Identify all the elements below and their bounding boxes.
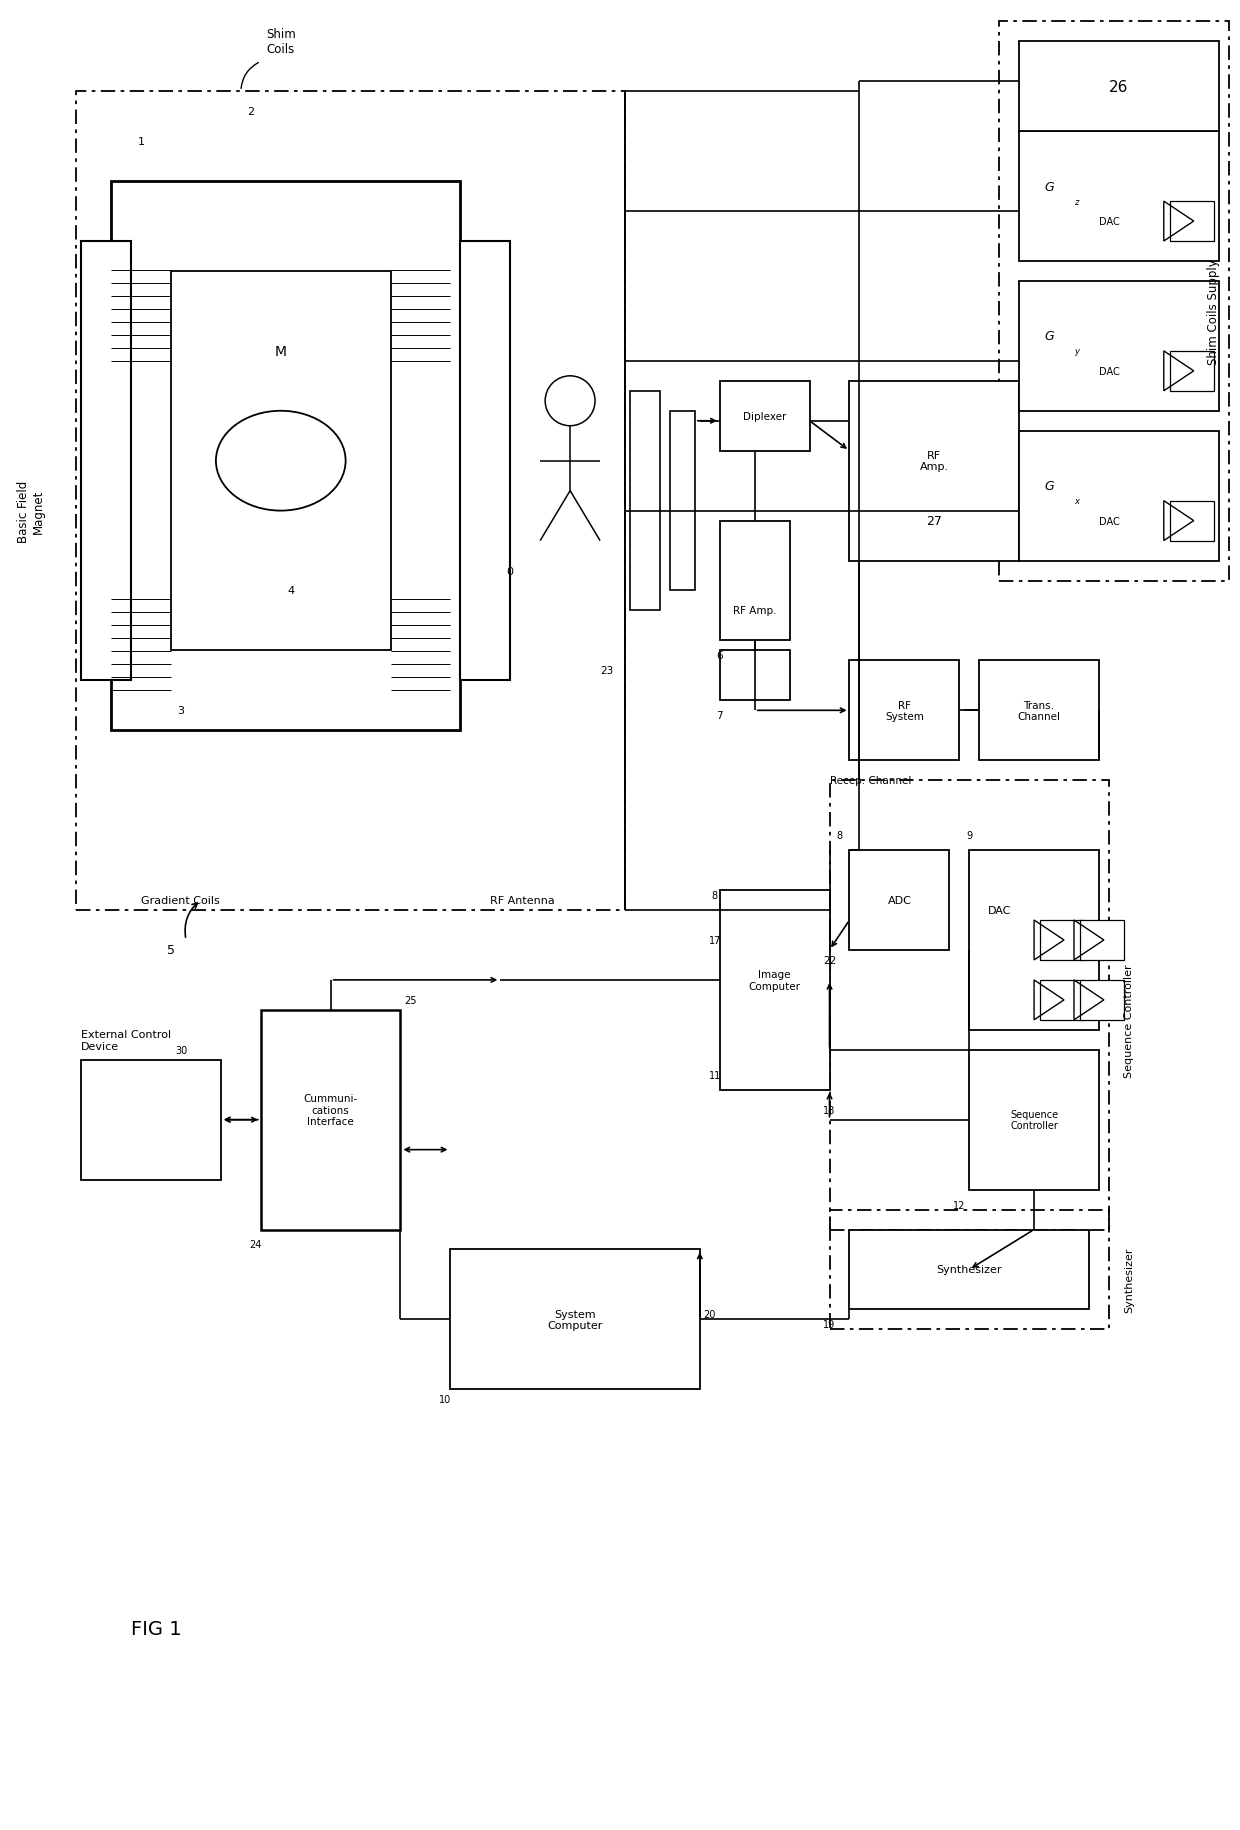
- Text: 2: 2: [247, 108, 254, 117]
- Bar: [670, 412, 694, 591]
- Text: 4: 4: [288, 586, 294, 597]
- Text: Synthesizer: Synthesizer: [936, 1265, 1002, 1276]
- Text: 22: 22: [823, 955, 836, 966]
- Text: Basic Field
Magnet: Basic Field Magnet: [17, 479, 46, 542]
- Text: Image
Computer: Image Computer: [749, 970, 801, 992]
- Bar: [260, 1010, 401, 1230]
- Text: 18: 18: [823, 1105, 836, 1114]
- Text: RF Amp.: RF Amp.: [733, 606, 776, 617]
- Bar: [999, 22, 1229, 582]
- Bar: [76, 92, 625, 911]
- Text: FIG 1: FIG 1: [131, 1620, 182, 1638]
- Text: DAC: DAC: [1099, 516, 1120, 527]
- Text: 30: 30: [175, 1045, 187, 1056]
- Text: 11: 11: [709, 1071, 720, 1080]
- Bar: [1019, 42, 1219, 132]
- Bar: [460, 242, 510, 681]
- Text: 9: 9: [966, 831, 972, 840]
- Text: 24: 24: [249, 1239, 262, 1250]
- Text: Shim
Coils: Shim Coils: [265, 27, 295, 57]
- Text: 23: 23: [600, 666, 614, 675]
- Text: Diplexer: Diplexer: [743, 412, 786, 421]
- Text: x: x: [1074, 498, 1079, 505]
- Text: z: z: [1074, 198, 1079, 207]
- Bar: [1169, 501, 1214, 542]
- Text: 0: 0: [507, 565, 513, 576]
- Bar: [830, 781, 1109, 1230]
- Bar: [1040, 920, 1084, 961]
- Text: Shim Coils Supply: Shim Coils Supply: [1208, 258, 1220, 364]
- Text: DAC: DAC: [1099, 218, 1120, 227]
- Bar: [849, 1230, 1089, 1310]
- Text: 17: 17: [708, 935, 720, 946]
- Text: Recep. Channel: Recep. Channel: [830, 776, 911, 785]
- Text: G: G: [1044, 479, 1054, 492]
- Ellipse shape: [216, 412, 346, 511]
- Text: 8: 8: [837, 831, 842, 840]
- Bar: [1019, 282, 1219, 412]
- Bar: [1019, 432, 1219, 562]
- Text: 25: 25: [404, 996, 417, 1005]
- Bar: [849, 661, 960, 761]
- Text: System
Computer: System Computer: [547, 1308, 603, 1330]
- Text: y: y: [1074, 348, 1079, 357]
- Bar: [171, 273, 391, 651]
- Text: RF
Amp.: RF Amp.: [920, 450, 949, 472]
- Bar: [112, 181, 460, 730]
- Text: 12: 12: [954, 1200, 966, 1210]
- Text: 20: 20: [703, 1310, 715, 1319]
- Text: 27: 27: [926, 514, 942, 527]
- Bar: [1040, 981, 1084, 1021]
- Text: 8: 8: [712, 891, 718, 900]
- Text: ADC: ADC: [888, 895, 911, 906]
- Text: Synthesizer: Synthesizer: [1123, 1246, 1133, 1312]
- Text: Gradient Coils: Gradient Coils: [141, 895, 219, 906]
- Bar: [719, 522, 790, 640]
- Text: G: G: [1044, 329, 1054, 344]
- Text: 6: 6: [717, 651, 723, 661]
- Text: 1: 1: [138, 137, 145, 146]
- Bar: [450, 1250, 699, 1389]
- Bar: [1080, 981, 1123, 1021]
- Bar: [719, 651, 790, 701]
- Bar: [830, 1210, 1109, 1330]
- Text: Trans.
Channel: Trans. Channel: [1018, 701, 1060, 721]
- Text: RF Antenna: RF Antenna: [490, 895, 556, 906]
- Bar: [1080, 920, 1123, 961]
- Text: G: G: [1044, 181, 1054, 194]
- Bar: [849, 382, 1019, 562]
- Text: Sequence
Controller: Sequence Controller: [1011, 1109, 1058, 1131]
- Text: 26: 26: [1110, 81, 1128, 95]
- Text: 5: 5: [167, 944, 175, 957]
- Bar: [630, 392, 660, 611]
- Text: External Control
Device: External Control Device: [81, 1030, 171, 1050]
- Bar: [970, 851, 1099, 1030]
- Bar: [1019, 132, 1219, 262]
- Text: 3: 3: [177, 706, 185, 716]
- Text: DAC: DAC: [1099, 366, 1120, 377]
- Bar: [81, 242, 131, 681]
- Bar: [1169, 351, 1214, 392]
- Bar: [719, 382, 810, 452]
- Text: RF
System: RF System: [885, 701, 924, 721]
- Bar: [1169, 201, 1214, 242]
- Text: M: M: [275, 344, 286, 359]
- Text: DAC: DAC: [987, 906, 1011, 915]
- Bar: [980, 661, 1099, 761]
- Bar: [849, 851, 950, 950]
- Text: 19: 19: [823, 1319, 836, 1330]
- Text: 10: 10: [439, 1394, 451, 1404]
- Text: Cummuni-
cations
Interface: Cummuni- cations Interface: [304, 1094, 358, 1127]
- Bar: [81, 1060, 221, 1180]
- Bar: [719, 891, 830, 1091]
- Text: 7: 7: [717, 710, 723, 721]
- Text: Sequence Controller: Sequence Controller: [1123, 964, 1133, 1078]
- Bar: [970, 1050, 1099, 1190]
